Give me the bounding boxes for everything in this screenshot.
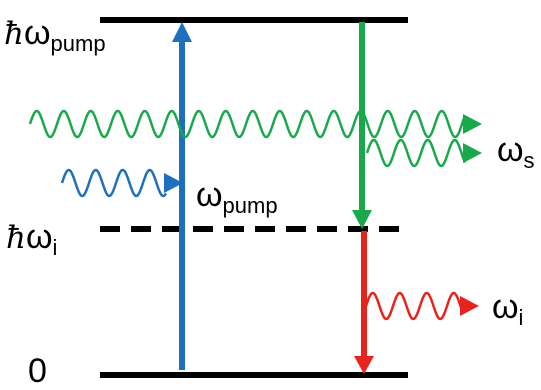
ground-level-label: 0: [28, 352, 47, 390]
signal-photon-wave-short: [365, 138, 482, 168]
idler-photon-label: ωi: [492, 288, 524, 330]
signal-transition-arrow: [352, 22, 372, 229]
signal-photon-label: ωs: [497, 131, 535, 173]
virtual-level-label: ħωi: [6, 218, 58, 260]
idler-photon-wave: [364, 291, 479, 321]
pump-photon-label: ωpump: [196, 176, 278, 218]
top-level-label: ħωpump: [4, 14, 106, 56]
signal-photon-wave-long: [28, 109, 482, 139]
idler-transition-arrow: [354, 231, 374, 374]
pump-transition-arrow: [172, 22, 192, 370]
pump-photon-wave: [60, 168, 183, 198]
